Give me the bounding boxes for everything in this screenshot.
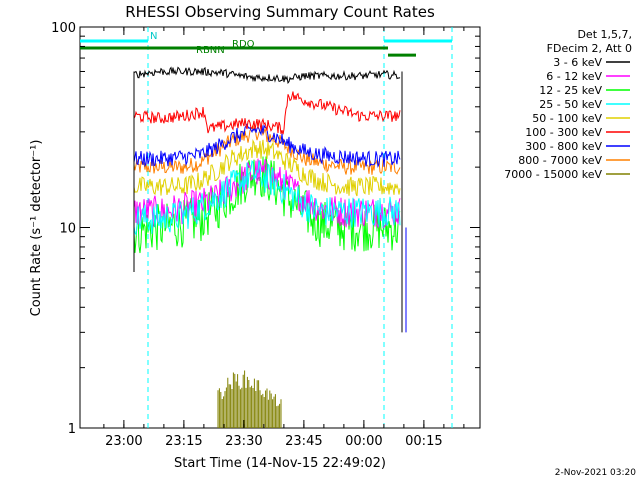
y-axis-label: Count Rate (s⁻¹ detector⁻¹): [29, 140, 44, 317]
y-tick-label-0: 1: [68, 422, 76, 437]
annotation-0: N: [150, 31, 157, 42]
legend-label-4: 50 - 100 keV: [532, 112, 602, 125]
footer-date: 2-Nov-2021 03:20: [555, 468, 637, 478]
legend-label-2: 12 - 25 keV: [539, 84, 602, 97]
series-line-7: [133, 124, 401, 175]
legend-label-0: 3 - 6 keV: [553, 56, 602, 69]
x-tick-label-1: 23:15: [165, 434, 202, 449]
legend-label-3: 25 - 50 keV: [539, 98, 602, 111]
plot-inner: N RDO RBNN: [80, 27, 453, 428]
annotation-1: RDO: [232, 39, 255, 50]
legend-header-1: FDecim 2, Att 0: [547, 42, 632, 55]
x-tick-label-3: 23:45: [285, 434, 322, 449]
plot-area: N RDO RBNN: [79, 26, 481, 429]
annotation-2: RBNN: [196, 45, 225, 56]
series-line-5: [133, 91, 401, 135]
legend-label-1: 6 - 12 keV: [546, 70, 602, 83]
legend-label-7: 800 - 7000 keV: [518, 154, 602, 167]
chart-title: RHESSI Observing Summary Count Rates: [125, 3, 435, 21]
y-axis: 1 10 100: [51, 21, 480, 437]
x-tick-label-2: 23:30: [225, 434, 262, 449]
y-tick-label-1: 10: [59, 222, 76, 237]
series-line-0: [133, 66, 401, 84]
legend-label-8: 7000 - 15000 keV: [504, 168, 602, 181]
x-axis-label: Start Time (14-Nov-15 22:49:02): [174, 456, 386, 471]
x-axis: 23:00 23:15 23:30 23:45 00:00 00:15: [103, 27, 465, 449]
legend-label-6: 300 - 800 keV: [525, 140, 602, 153]
legend-label-5: 100 - 300 keV: [525, 126, 602, 139]
y-tick-label-2: 100: [51, 21, 76, 36]
legend-header-0: Det 1,5,7,: [577, 28, 632, 41]
series-line-2: [133, 156, 401, 254]
series-line-8: [217, 370, 282, 428]
series-line-3: [133, 159, 401, 236]
x-tick-label-0: 23:00: [105, 434, 142, 449]
x-tick-label-4: 00:00: [345, 434, 382, 449]
x-tick-label-5: 00:15: [405, 434, 442, 449]
series-line-4: [133, 139, 401, 197]
